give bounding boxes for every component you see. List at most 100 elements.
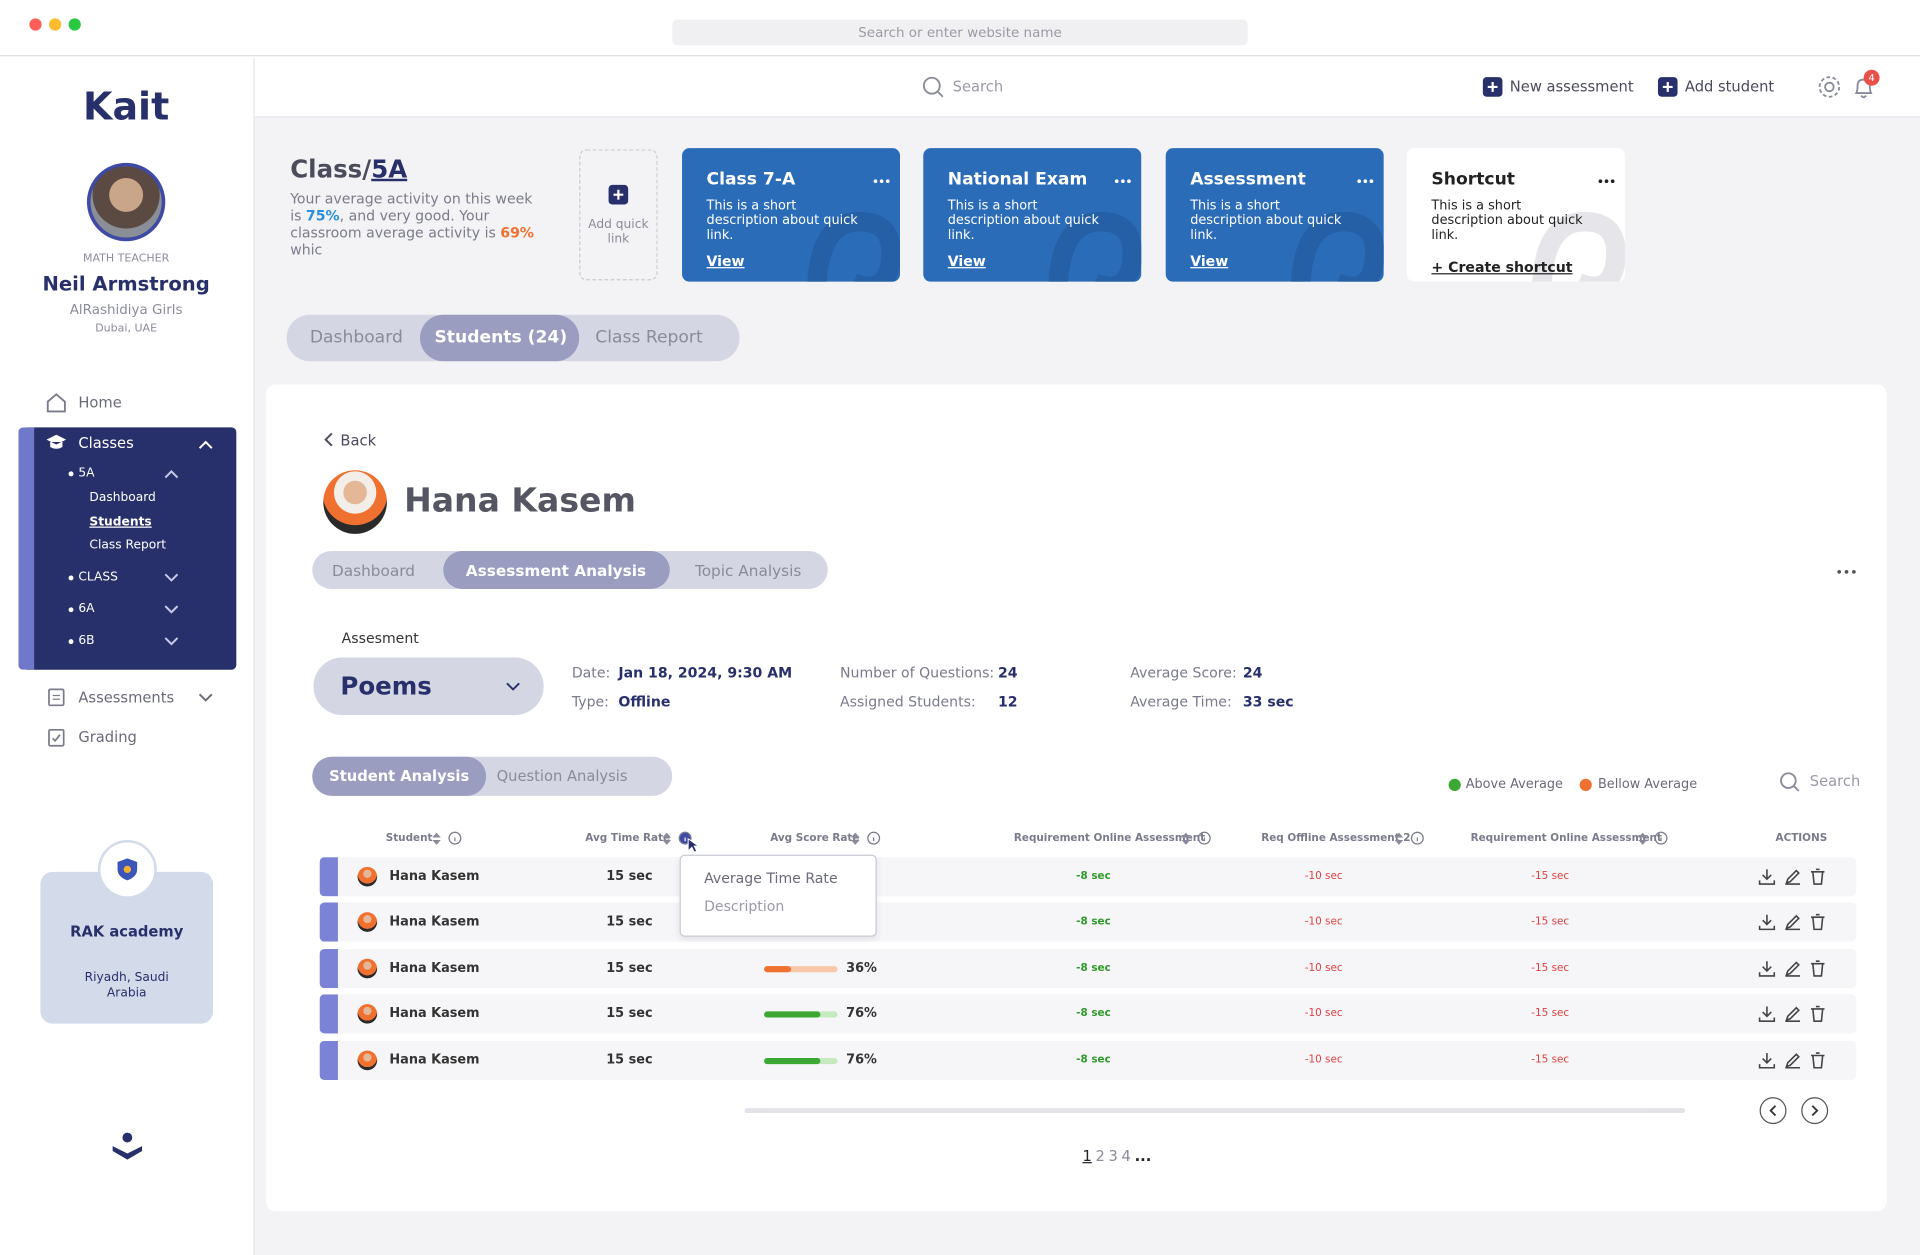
quick-link-card[interactable]: National Exam This is a short description…: [923, 148, 1142, 282]
class-subitem[interactable]: Dashboard: [89, 491, 156, 505]
delete-action[interactable]: [1811, 913, 1825, 931]
card-decoration-part: [1291, 211, 1384, 282]
assessments-icon: [48, 688, 65, 707]
tab[interactable]: Topic Analysis: [694, 560, 802, 580]
online-2-cell: -15 sec: [1531, 962, 1570, 975]
card-link[interactable]: View: [947, 252, 986, 270]
online-2-cell: -15 sec: [1531, 915, 1570, 929]
delete-action[interactable]: [1811, 868, 1825, 885]
column-header: Avg Time Rate: [585, 832, 671, 845]
nav-home[interactable]: Home: [78, 394, 122, 412]
info-icon[interactable]: [867, 831, 881, 845]
info-icon[interactable]: [1654, 831, 1668, 845]
delete-action[interactable]: [1811, 1052, 1825, 1069]
card-menu-part: [1114, 179, 1119, 184]
pagination: 1 2 3 4...: [1082, 1147, 1155, 1164]
edit-action[interactable]: [1785, 1006, 1801, 1023]
class-item[interactable]: 6B: [78, 634, 95, 648]
download-action[interactable]: [1758, 1053, 1776, 1069]
edit-action[interactable]: [1785, 869, 1801, 885]
class-item[interactable]: 6A: [78, 602, 95, 616]
card-link[interactable]: View: [706, 252, 745, 270]
card-decoration-part: [1532, 211, 1625, 282]
info-icon[interactable]: [448, 831, 462, 845]
more-menu[interactable]: [1837, 569, 1857, 574]
add-quick-link[interactable]: [579, 149, 658, 281]
window-button[interactable]: [48, 18, 62, 31]
settings-icon[interactable]: [1817, 75, 1841, 99]
page-link[interactable]: 1: [1082, 1147, 1092, 1165]
quick-link-card[interactable]: Class 7-A This is a short description abo…: [682, 148, 901, 282]
page-link[interactable]: 3: [1108, 1147, 1118, 1165]
quick-link-card[interactable]: Assessment This is a short description ab…: [1165, 148, 1384, 282]
page-arrow[interactable]: [1801, 1097, 1829, 1125]
tab[interactable]: Class Report: [595, 327, 703, 348]
legend-label: Bellow Average: [1597, 777, 1698, 792]
header-search[interactable]: Search: [952, 78, 1004, 96]
search-icon: [1780, 772, 1800, 792]
download-action[interactable]: [1758, 869, 1776, 885]
download-action[interactable]: [1758, 1006, 1776, 1023]
sort-icon[interactable]: [1394, 832, 1404, 845]
window-button[interactable]: [29, 18, 42, 31]
quick-link-card[interactable]: Shortcut This is a short description abou…: [1406, 148, 1625, 282]
header-action[interactable]: New assessment: [1509, 78, 1634, 96]
column-header: Avg Score Rate: [770, 832, 860, 845]
tab[interactable]: Assessment Analysis: [465, 560, 647, 580]
edit-action[interactable]: [1785, 1053, 1801, 1069]
window-button[interactable]: [68, 18, 81, 31]
address-bar[interactable]: Search or enter website name: [672, 19, 1248, 46]
info-icon[interactable]: [1410, 831, 1424, 845]
class-item[interactable]: 5A: [78, 466, 95, 481]
detail-label: Average Score:: [1130, 663, 1237, 681]
edit-action[interactable]: [1785, 914, 1801, 931]
bullet: [68, 607, 74, 613]
back-link[interactable]: Back: [340, 432, 377, 450]
edit-action-part: [1785, 869, 1801, 885]
card-menu[interactable]: [1357, 179, 1374, 184]
delete-action[interactable]: [1811, 1005, 1825, 1023]
class-subitem[interactable]: Students: [89, 514, 152, 529]
sort-icon[interactable]: [1181, 832, 1191, 845]
delete-action[interactable]: [1811, 960, 1825, 977]
page-link[interactable]: 4: [1121, 1147, 1131, 1165]
card-menu[interactable]: [1114, 179, 1131, 184]
sort-icon[interactable]: [851, 832, 860, 845]
download-action-part: [1758, 1006, 1776, 1023]
card-link[interactable]: View: [1190, 252, 1229, 270]
edit-action[interactable]: [1785, 961, 1801, 977]
class-item[interactable]: CLASS: [78, 570, 118, 585]
download-action[interactable]: [1758, 914, 1776, 931]
tab[interactable]: Student Analysis: [329, 767, 470, 785]
table-search[interactable]: Search: [1809, 772, 1861, 790]
class-subitem[interactable]: Class Report: [89, 538, 167, 553]
sort-icon-part: [851, 832, 860, 845]
card-description: This is a short description about quick …: [706, 198, 858, 243]
header-action[interactable]: Add student: [1684, 78, 1775, 96]
class-chevron: [164, 605, 179, 614]
more-menu-part: [1837, 570, 1842, 574]
scrollbar[interactable]: [744, 1108, 1685, 1114]
tab[interactable]: Dashboard: [331, 560, 415, 580]
sort-icon[interactable]: [662, 832, 672, 845]
nav-classes[interactable]: Classes: [78, 434, 134, 452]
tab[interactable]: Question Analysis: [496, 767, 628, 785]
page-link[interactable]: ...: [1134, 1147, 1152, 1165]
page-link[interactable]: 2: [1095, 1147, 1105, 1165]
info-icon[interactable]: [1197, 831, 1211, 845]
plus-icon: [1657, 77, 1678, 97]
nav-grading[interactable]: Grading: [78, 728, 137, 746]
tab[interactable]: Students (24): [434, 327, 568, 348]
nav-assessments[interactable]: Assessments: [78, 689, 175, 707]
page-arrow[interactable]: [1759, 1097, 1787, 1125]
card-menu-part: [1369, 179, 1374, 184]
assessment-select[interactable]: [313, 657, 544, 716]
academy-logo: [117, 858, 138, 881]
tab[interactable]: Dashboard: [309, 327, 403, 348]
card-menu[interactable]: [1598, 179, 1615, 184]
card-link[interactable]: + Create shortcut: [1431, 258, 1573, 276]
sort-icon[interactable]: [432, 832, 441, 845]
sort-icon[interactable]: [1638, 832, 1647, 845]
card-menu[interactable]: [873, 179, 890, 184]
download-action[interactable]: [1758, 961, 1776, 977]
